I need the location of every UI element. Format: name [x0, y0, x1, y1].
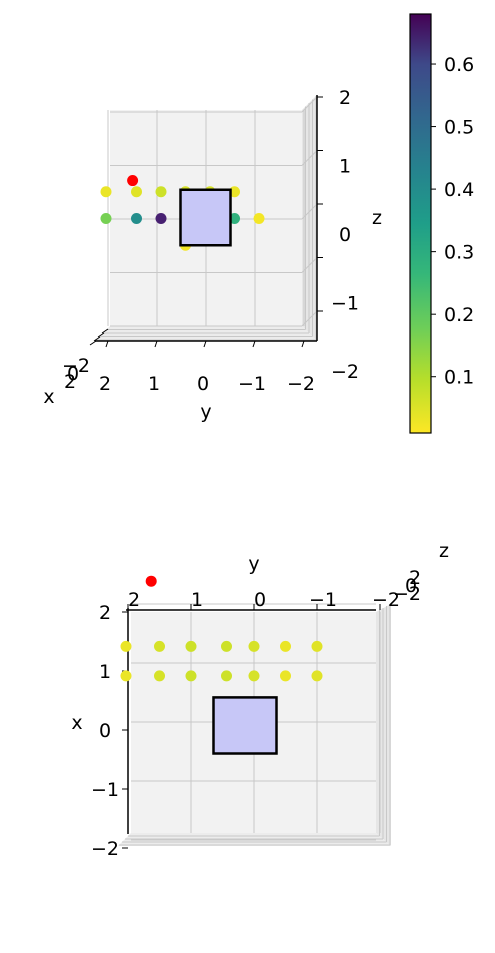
- bottom-data-point: [311, 640, 323, 652]
- bottom-z-tick-label: −2: [393, 583, 421, 605]
- bottom-data-point: [221, 640, 232, 652]
- top-y-axis-label: y: [200, 401, 211, 423]
- bottom-z-axis-label: z: [439, 540, 449, 562]
- top-x-tick: [89, 340, 97, 346]
- top-data-point: [100, 213, 112, 224]
- top-z-tick-label: 0: [339, 224, 351, 246]
- top-z-axis-label: z: [372, 207, 382, 229]
- bottom-data-point: [154, 670, 165, 682]
- colorbar-tick-label: 0.3: [444, 242, 474, 264]
- bottom-ticks: 2 1 0 −1 −2 2 1 0 −1 −2: [91, 589, 400, 860]
- bottom-data-point: [120, 640, 132, 652]
- bottom-data-point: [120, 670, 132, 682]
- bottom-y-tick-label: 2: [128, 589, 140, 611]
- top-data-point: [100, 186, 112, 198]
- bottom-x-tick-label: −2: [91, 838, 119, 860]
- bottom-y-axis-label: y: [248, 553, 259, 575]
- top-z-tick-label: 2: [339, 87, 351, 109]
- top-y-tick-label: −1: [238, 373, 266, 395]
- top-y-tick: [203, 340, 207, 348]
- top-red-marker: [127, 175, 139, 187]
- top-z-tick-label: −1: [331, 293, 359, 315]
- bottom-data-point: [154, 640, 165, 652]
- top-y-tick: [154, 340, 158, 348]
- bottom-data-point: [221, 670, 232, 682]
- top-x-tick-label: −2: [62, 355, 90, 377]
- bottom-points: [120, 640, 323, 682]
- top-x-tick: [93, 336, 101, 342]
- bottom-data-point: [248, 640, 260, 652]
- colorbar: 0.1 0.2 0.3 0.4 0.5 0.6: [409, 13, 474, 434]
- bottom-x-tick-label: −1: [91, 779, 119, 801]
- bottom-red-marker: [145, 575, 157, 587]
- top-x-tick: [101, 328, 109, 334]
- colorbar-tick-label: 0.5: [444, 117, 474, 139]
- bottom-data-point: [248, 670, 260, 682]
- top-data-point: [253, 213, 265, 224]
- top-x-tick-label: 2: [64, 371, 76, 393]
- top-y-tick: [105, 340, 109, 348]
- bottom-y-tick-label: −2: [372, 589, 400, 611]
- bottom-z-tick-label: 2: [409, 567, 421, 589]
- top-y-tick: [252, 340, 256, 348]
- bottom-data-point: [280, 640, 291, 652]
- bottom-x-tick-label: 0: [99, 720, 111, 742]
- bottom-rectangle: [212, 696, 278, 755]
- bottom-y-tick-label: −1: [309, 589, 337, 611]
- top-data-point: [131, 213, 142, 224]
- top-z-tick-label: 1: [339, 156, 351, 178]
- top-y-tick-label: 0: [197, 373, 209, 395]
- bottom-z-tick-label: 0: [405, 575, 417, 597]
- top-ticks: 2 1 0 −1 −2 2 1 0 −1 −2: [99, 87, 359, 395]
- bottom-y-tick-label: 1: [191, 589, 203, 611]
- bottom-data-point: [280, 670, 291, 682]
- bottom-x-tick-label: 1: [99, 661, 111, 683]
- top-data-point: [155, 213, 167, 224]
- top-rectangle: [179, 188, 232, 247]
- top-y-tick-label: 2: [99, 373, 111, 395]
- top-x-tick-label: 0: [67, 363, 79, 385]
- bottom-x-axis-label: x: [71, 712, 82, 734]
- top-y-tick-label: −2: [287, 373, 315, 395]
- colorbar-tick-label: 0.2: [444, 304, 474, 326]
- bottom-data-point: [311, 670, 323, 682]
- colorbar-tick-label: 0.6: [444, 54, 474, 76]
- bottom-x-tick-label: 2: [99, 602, 111, 624]
- top-y-tick: [301, 340, 305, 348]
- top-x-tick: [97, 332, 105, 338]
- bottom-data-point: [185, 640, 197, 652]
- colorbar-gradient: [409, 13, 432, 434]
- top-data-point: [131, 186, 142, 198]
- colorbar-tick-label: 0.4: [444, 179, 474, 201]
- colorbar-ticks: 0.1 0.2 0.3 0.4 0.5 0.6: [431, 54, 474, 389]
- top-z-tick-label: −2: [331, 361, 359, 383]
- bottom-z-tick-clutter: −202: [393, 567, 421, 605]
- bottom-data-point: [185, 670, 197, 682]
- top-y-tick-label: 1: [148, 373, 160, 395]
- bottom-y-tick-label: 0: [254, 589, 266, 611]
- top-x-tick-clutter: −202: [62, 328, 109, 393]
- top-x-axis-label: x: [43, 386, 54, 408]
- top-data-point: [155, 186, 167, 198]
- colorbar-tick-label: 0.1: [444, 367, 474, 389]
